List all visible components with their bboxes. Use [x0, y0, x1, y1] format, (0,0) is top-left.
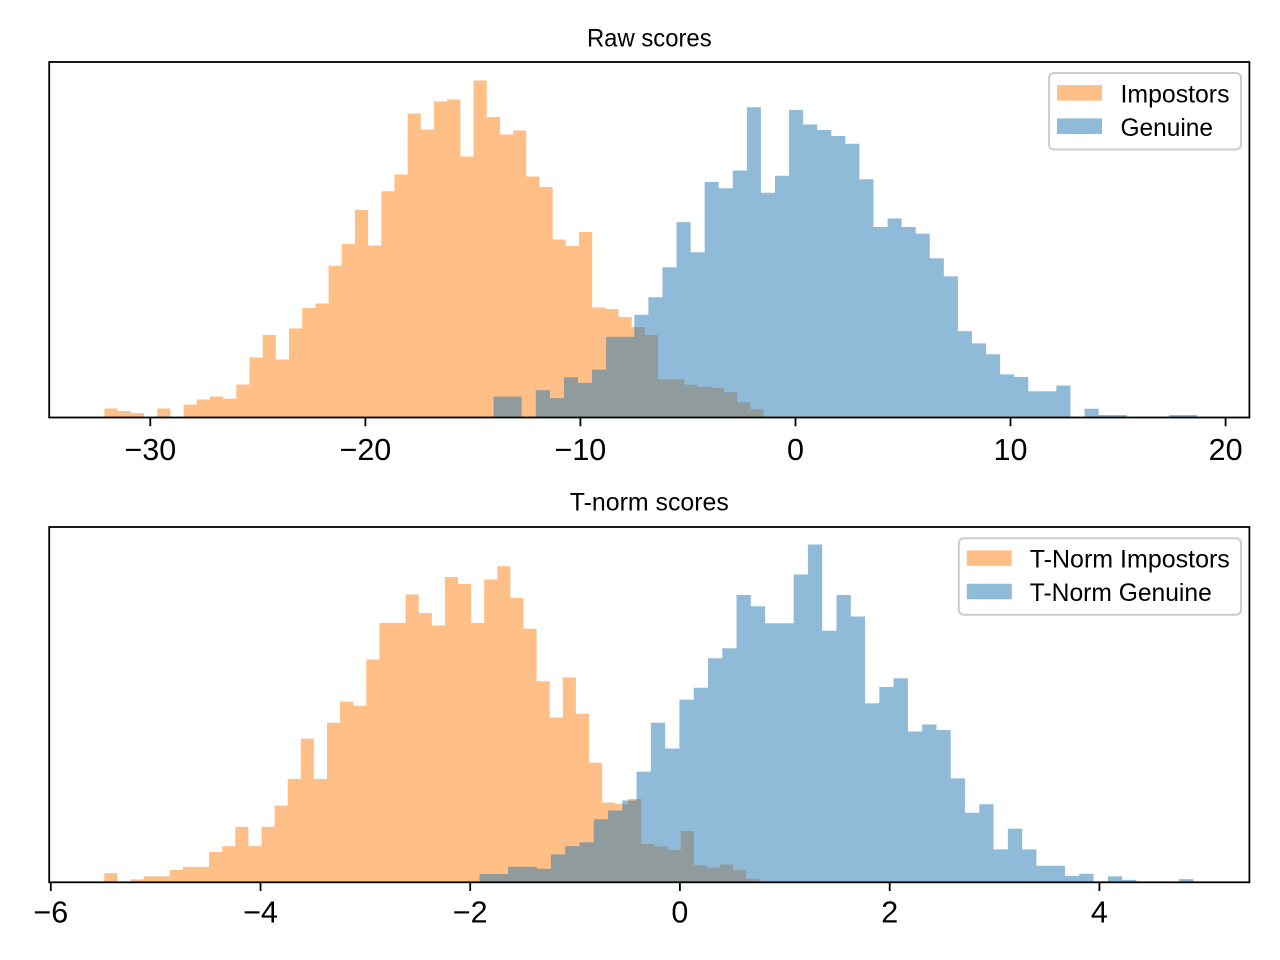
svg-text:T-norm scores: T-norm scores: [570, 489, 729, 516]
svg-text:20: 20: [1209, 433, 1243, 467]
svg-text:−4: −4: [243, 895, 278, 929]
svg-text:T-Norm Impostors: T-Norm Impostors: [1030, 546, 1230, 574]
svg-text:Impostors: Impostors: [1121, 80, 1230, 108]
svg-text:Genuine: Genuine: [1121, 114, 1214, 142]
svg-text:−10: −10: [555, 433, 607, 467]
svg-text:T-Norm Genuine: T-Norm Genuine: [1030, 579, 1212, 607]
svg-text:−20: −20: [340, 433, 392, 467]
svg-text:0: 0: [787, 433, 804, 467]
svg-text:−2: −2: [453, 895, 488, 929]
svg-text:2: 2: [881, 895, 898, 929]
svg-text:−6: −6: [33, 895, 68, 929]
svg-text:0: 0: [671, 895, 688, 929]
svg-text:10: 10: [994, 433, 1028, 467]
svg-text:4: 4: [1091, 895, 1108, 929]
svg-text:−30: −30: [124, 433, 176, 467]
svg-text:Raw scores: Raw scores: [587, 25, 712, 52]
